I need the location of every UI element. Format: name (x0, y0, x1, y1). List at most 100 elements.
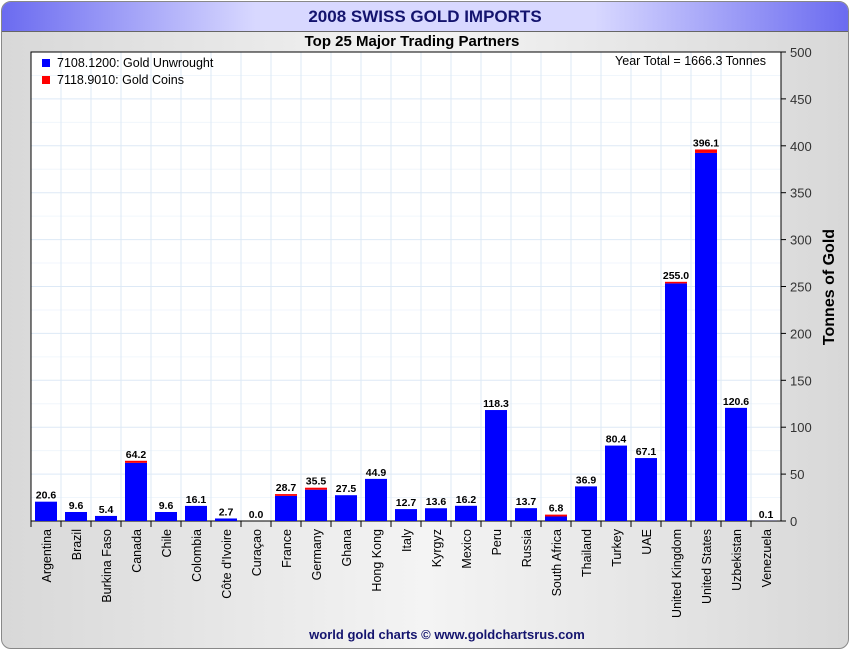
data-label: 9.6 (69, 500, 84, 512)
x-tick-label: Colombia (190, 529, 204, 582)
x-tick-label: Italy (400, 528, 414, 552)
bar-segment-unwrought (65, 511, 87, 521)
chart-subtitle: Top 25 Major Trading Partners (304, 33, 520, 50)
x-tick-label: Venezuela (760, 529, 774, 587)
data-label: 120.6 (723, 396, 749, 408)
data-label: 44.9 (366, 467, 387, 479)
x-tick-label: France (280, 529, 294, 568)
bar-segment-unwrought (365, 478, 387, 521)
legend-label: 7108.1200: Gold Unwrought (57, 56, 214, 70)
data-label: 9.6 (159, 500, 174, 512)
y-tick-label: 300 (790, 233, 812, 248)
bar-segment-unwrought (515, 508, 537, 521)
bar-segment-unwrought (725, 407, 747, 521)
x-tick-label: UAE (640, 529, 654, 555)
bar-segment-unwrought (125, 462, 147, 521)
y-tick-label: 450 (790, 92, 812, 107)
data-label: 35.5 (306, 476, 327, 488)
x-tick-label: Côte d'Ivoire (220, 529, 234, 599)
y-tick-label: 200 (790, 326, 812, 341)
data-label: 5.4 (99, 504, 114, 516)
footer-credit: world gold charts © www.goldchartsrus.co… (309, 627, 585, 642)
x-tick-label: Ghana (340, 529, 354, 567)
data-label: 20.6 (36, 490, 57, 502)
data-label: 0.0 (249, 509, 264, 521)
x-tick-label: Burkina Faso (100, 529, 114, 603)
data-label: 12.7 (396, 497, 417, 509)
x-tick-label: Hong Kong (370, 529, 384, 592)
bar-segment-unwrought (605, 445, 627, 521)
x-tick-label: Mexico (460, 529, 474, 569)
data-label: 13.7 (516, 496, 537, 508)
bar-segment-coins (545, 514, 567, 517)
bar-segment-unwrought (275, 495, 297, 521)
x-tick-label: Russia (520, 529, 534, 567)
x-tick-label: Brazil (70, 529, 84, 560)
y-tick-label: 150 (790, 373, 812, 388)
y-tick-label: 350 (790, 186, 812, 201)
data-label: 80.4 (606, 434, 627, 446)
bar-segment-unwrought (575, 486, 597, 521)
x-tick-label: United Kingdom (670, 529, 684, 618)
y-tick-label: 500 (790, 45, 812, 60)
x-tick-label: Turkey (610, 528, 624, 566)
y-tick-label: 400 (790, 139, 812, 154)
data-label: 2.7 (219, 506, 234, 518)
x-tick-label: Thailand (580, 529, 594, 577)
bar-segment-unwrought (95, 515, 117, 521)
data-label: 67.1 (636, 446, 657, 458)
bar-segment-unwrought (485, 410, 507, 521)
x-tick-label: Argentina (40, 529, 54, 583)
bar-segment-unwrought (35, 501, 57, 521)
bar-segment-unwrought (695, 152, 717, 521)
x-tick-label: South Africa (550, 529, 564, 596)
bar-segment-unwrought (335, 495, 357, 521)
bar-segment-unwrought (155, 511, 177, 521)
data-label: 0.1 (759, 509, 774, 521)
y-axis-label: Tonnes of Gold (821, 229, 838, 345)
bar-segment-unwrought (305, 489, 327, 521)
legend-label: 7118.9010: Gold Coins (57, 73, 184, 87)
data-label: 36.9 (576, 474, 597, 486)
data-label: 16.2 (456, 494, 477, 506)
legend-swatch (42, 76, 50, 84)
y-tick-label: 0 (790, 514, 797, 529)
x-tick-label: Kyrgyz (430, 529, 444, 567)
data-label: 118.3 (483, 398, 509, 410)
x-tick-label: Chile (160, 529, 174, 558)
data-label: 27.5 (336, 483, 357, 495)
legend-swatch (42, 59, 50, 67)
bar-segment-unwrought (635, 458, 657, 521)
x-tick-label: Curaçao (250, 529, 264, 576)
data-label: 6.8 (549, 503, 564, 515)
x-tick-label: Germany (310, 528, 324, 580)
bar-segment-unwrought (395, 509, 417, 521)
data-label: 13.6 (426, 496, 447, 508)
data-label: 255.0 (663, 270, 689, 282)
bar-segment-unwrought (215, 518, 237, 521)
x-tick-label: Peru (490, 529, 504, 555)
bar-segment-unwrought (425, 508, 447, 521)
data-label: 16.1 (186, 494, 207, 506)
data-label: 64.2 (126, 449, 147, 461)
bar-segment-unwrought (185, 505, 207, 521)
x-tick-label: Uzbekistan (730, 529, 744, 591)
bar-segment-unwrought (545, 516, 567, 521)
x-tick-label: Canada (130, 529, 144, 573)
chart-title: 2008 SWISS GOLD IMPORTS (2, 2, 848, 32)
bar-segment-coins (665, 281, 687, 284)
bar-segment-coins (305, 487, 327, 490)
data-label: 396.1 (693, 137, 719, 149)
bar-segment-unwrought (665, 283, 687, 521)
bar-segment-coins (275, 494, 297, 496)
year-total-annotation: Year Total = 1666.3 Tonnes (615, 54, 766, 68)
bar-segment-unwrought (455, 505, 477, 521)
bar-segment-coins (125, 460, 147, 463)
x-tick-label: United States (700, 529, 714, 604)
y-tick-label: 250 (790, 280, 812, 295)
bar-segment-coins (695, 149, 717, 153)
y-tick-label: 50 (790, 467, 804, 482)
data-label: 28.7 (276, 482, 297, 494)
